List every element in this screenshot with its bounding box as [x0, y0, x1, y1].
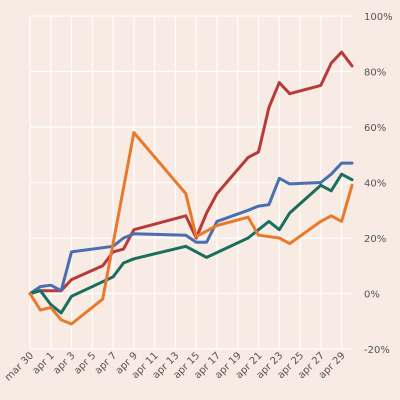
- y-tick-label: -20%: [364, 345, 390, 356]
- grid-layer: [29, 15, 352, 350]
- series-line-1: [28, 50, 354, 295]
- series-line-2: [28, 161, 354, 295]
- series-line-3: [28, 172, 354, 315]
- y-tick-label: 100%: [364, 12, 393, 23]
- x-tick-label: apr 5: [72, 350, 98, 376]
- y-tick-label: 80%: [364, 68, 386, 79]
- x-tick-label: apr 3: [51, 350, 77, 376]
- y-axis-tick-labels: 100% 80% 60% 40% 20% 0% -20%: [364, 12, 393, 356]
- y-tick-label: 0%: [364, 290, 380, 301]
- y-tick-label: 60%: [364, 123, 386, 134]
- series-line-4: [28, 131, 354, 326]
- y-tick-label: 40%: [364, 179, 386, 190]
- x-tick-label: apr 1: [31, 350, 57, 376]
- x-tick-label: apr 7: [93, 350, 119, 376]
- y-tick-label: 20%: [364, 234, 386, 245]
- series-layer: [28, 50, 354, 326]
- x-tick-label: mar 30: [3, 350, 36, 383]
